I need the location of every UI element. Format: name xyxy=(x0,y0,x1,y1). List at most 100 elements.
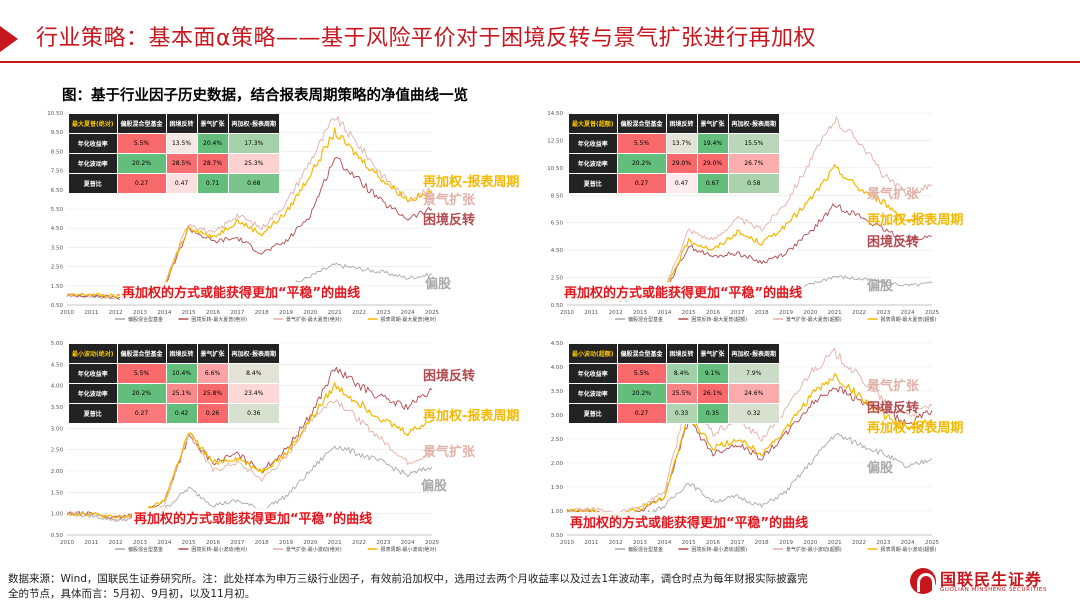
series-end-label: 景气扩张 xyxy=(423,445,476,460)
table-cell: 17.3% xyxy=(227,133,281,154)
x-tick-label: 2022 xyxy=(352,310,366,316)
table-cell: 0.35 xyxy=(696,403,729,424)
chart-annotation: 再加权的方式或能获得更加“平稳”的曲线 xyxy=(562,282,805,301)
y-tick-label: 10.50 xyxy=(47,111,63,117)
table-cell: 20.4% xyxy=(196,133,229,154)
table-row-label: 年化波动率 xyxy=(568,153,618,174)
table-header-row: 最大夏普(绝对) 偏股混合型基金 困境反转 景气扩张 再加权-报表周期 xyxy=(68,113,281,134)
stats-table: 最小波动(绝对) 偏股混合型基金 困境反转 景气扩张 再加权-报表周期 年化收益率 5.5%… xyxy=(68,343,281,424)
y-tick-label: 2.50 xyxy=(551,276,564,282)
y-tick-label: 6.50 xyxy=(51,188,64,194)
y-tick-label: 12.50 xyxy=(547,138,563,144)
table-column-header: 再加权-报表周期 xyxy=(227,113,281,134)
y-tick-label: 2.50 xyxy=(51,265,64,271)
x-tick-label: 2025 xyxy=(425,310,439,316)
table-row: 年化收益率 5.5% 13.7% 19.4% 15.5% xyxy=(568,133,781,154)
table-cell: 5.5% xyxy=(616,133,667,154)
logo-text: 国联民生证券 xyxy=(940,570,1043,589)
y-tick-label: 3.50 xyxy=(551,389,564,395)
table-row: 夏普比 0.27 0.33 0.35 0.32 xyxy=(568,403,781,424)
table-row: 年化收益率 5.5% 13.5% 20.4% 17.3% xyxy=(68,133,281,154)
x-tick-label: 2023 xyxy=(876,540,890,546)
table-column-header: 偏股混合型基金 xyxy=(616,343,667,364)
legend-label: 景气扩张-最大夏普(超额) xyxy=(786,316,842,323)
y-tick-label: 2.00 xyxy=(551,461,564,467)
series-end-label: 偏股 xyxy=(867,279,894,294)
legend-label: 报表周期-最小波动(绝对) xyxy=(381,546,437,553)
table-cell: 0.58 xyxy=(727,173,781,194)
table-row: 年化收益率 5.5% 10.4% 6.6% 8.4% xyxy=(68,363,281,384)
table-column-header: 再加权-报表周期 xyxy=(727,343,781,364)
table-column-header: 困境反转 xyxy=(165,113,198,134)
x-tick-label: 2024 xyxy=(901,310,915,316)
y-tick-label: 0.50 xyxy=(551,303,564,309)
table-column-header: 景气扩张 xyxy=(196,343,229,364)
x-tick-label: 2021 xyxy=(328,540,342,546)
chart-panel-4: 0.50 1.00 1.50 2.00 2.50 3.00 3.50 4.00 4.50 2010… xyxy=(500,335,1040,560)
x-tick-label: 2010 xyxy=(60,540,74,546)
table-cell: 28.5% xyxy=(165,153,198,174)
table-row: 年化波动率 20.2% 28.5% 28.7% 25.3% xyxy=(68,153,281,174)
x-tick-label: 2010 xyxy=(560,310,574,316)
y-tick-label: 1.00 xyxy=(551,509,564,515)
table-cell: 0.47 xyxy=(165,173,198,194)
x-tick-label: 2011 xyxy=(84,310,98,316)
x-tick-label: 2017 xyxy=(730,310,744,316)
y-tick-label: 10.50 xyxy=(547,166,563,172)
x-tick-label: 2018 xyxy=(255,540,269,546)
table-column-header: 困境反转 xyxy=(665,113,698,134)
stats-table: 最小波动(超额) 偏股混合型基金 困境反转 景气扩张 再加权-报表周期 年化收益率 5.5%… xyxy=(568,343,781,424)
y-tick-label: 4.50 xyxy=(551,341,564,347)
table-cell: 0.42 xyxy=(165,403,198,424)
x-tick-label: 2013 xyxy=(133,540,147,546)
x-tick-label: 2010 xyxy=(60,310,74,316)
series-end-label: 景气扩张 xyxy=(867,187,920,202)
table-cell: 10.4% xyxy=(165,363,198,384)
chart-annotation: 再加权的方式或能获得更加“平稳”的曲线 xyxy=(568,512,811,531)
table-corner-label: 最大夏普(超额) xyxy=(568,113,618,134)
table-row: 年化波动率 20.2% 29.0% 29.0% 26.7% xyxy=(568,153,781,174)
table-column-header: 偏股混合型基金 xyxy=(116,113,167,134)
table-header-row: 最小波动(超额) 偏股混合型基金 困境反转 景气扩张 再加权-报表周期 xyxy=(568,343,781,364)
legend-label: 报表周期-最大夏普(超额) xyxy=(881,316,937,323)
chart-panel-3: 0.50 1.00 1.50 2.00 2.50 3.00 3.50 4.00 4.50 5.00… xyxy=(0,335,540,560)
table-cell: 29.0% xyxy=(665,153,698,174)
x-tick-label: 2015 xyxy=(182,310,196,316)
x-tick-label: 2019 xyxy=(279,310,293,316)
table-column-header: 再加权-报表周期 xyxy=(727,113,781,134)
table-cell: 0.36 xyxy=(227,403,281,424)
x-tick-label: 2020 xyxy=(303,540,317,546)
x-tick-label: 2019 xyxy=(279,540,293,546)
legend-label: 景气扩张-最小波动(超额) xyxy=(786,546,842,553)
table-cell: 28.7% xyxy=(196,153,229,174)
series-end-label: 景气扩张 xyxy=(867,379,920,394)
y-tick-label: 8.50 xyxy=(51,149,64,155)
table-column-header: 困境反转 xyxy=(165,343,198,364)
table-cell: 6.6% xyxy=(196,363,229,384)
legend-label: 偏股混合型基金 xyxy=(628,546,663,553)
x-tick-label: 2016 xyxy=(206,540,220,546)
x-tick-label: 2015 xyxy=(182,540,196,546)
y-tick-label: 1.50 xyxy=(51,284,64,290)
brand-logo: 国联民生证券 GUOLIAN MINSHENG SECURITIES xyxy=(910,566,1075,602)
table-corner-label: 最小波动(绝对) xyxy=(68,343,118,364)
table-row-label: 年化收益率 xyxy=(568,133,618,154)
table-cell: 24.6% xyxy=(727,383,781,404)
x-tick-label: 2017 xyxy=(230,310,244,316)
y-tick-label: 9.50 xyxy=(51,130,64,136)
table-cell: 20.2% xyxy=(616,383,667,404)
y-tick-label: 0.50 xyxy=(51,533,64,539)
header-divider xyxy=(0,61,1080,63)
x-tick-label: 2024 xyxy=(901,540,915,546)
x-tick-label: 2021 xyxy=(828,540,842,546)
y-tick-label: 4.50 xyxy=(51,362,64,368)
table-row-label: 年化波动率 xyxy=(68,383,118,404)
legend-label: 报表周期-最大夏普(绝对) xyxy=(381,316,437,323)
x-tick-label: 2022 xyxy=(852,540,866,546)
x-tick-label: 2025 xyxy=(425,540,439,546)
legend-label: 偏股混合型基金 xyxy=(128,316,163,323)
x-tick-label: 2022 xyxy=(352,540,366,546)
table-cell: 13.5% xyxy=(165,133,198,154)
series-end-label: 再加权-报表周期 xyxy=(867,421,964,436)
table-cell: 0.71 xyxy=(196,173,229,194)
